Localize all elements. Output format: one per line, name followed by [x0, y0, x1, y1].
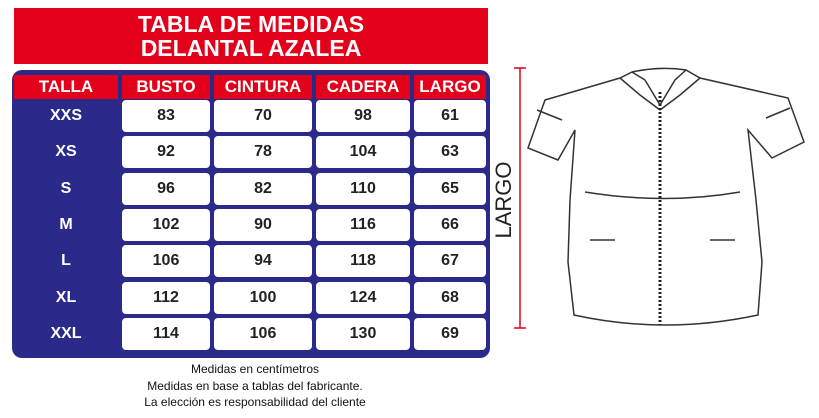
column-header: LARGO — [414, 75, 486, 99]
title-line: DELANTAL AZALEA — [140, 35, 362, 61]
sleeve-cuff — [536, 107, 791, 121]
size-label: XL — [55, 288, 77, 306]
table-cell: 116 — [316, 208, 410, 241]
table-cell: 96 — [122, 172, 210, 205]
table-cell: 94 — [214, 245, 312, 278]
table-cell: 66 — [414, 208, 486, 241]
size-label: S — [60, 179, 72, 197]
table-cell: 102 — [122, 208, 210, 241]
column-header: TALLA — [14, 75, 118, 99]
column-header: CADERA — [316, 75, 410, 99]
footnote: La elección es responsabilidad del clien… — [144, 395, 366, 409]
table-cell: 98 — [316, 100, 410, 132]
length-label: LARGO — [491, 161, 516, 238]
table-cell: 112 — [122, 281, 210, 314]
table-cell: 70 — [214, 100, 312, 132]
waist-seam — [584, 191, 741, 200]
table-cell: 104 — [316, 136, 410, 169]
table-cell: 100 — [214, 281, 312, 314]
table-cell: 65 — [414, 172, 486, 205]
table-cell: 82 — [214, 172, 312, 205]
size-label: M — [59, 215, 73, 233]
table-cell: 114 — [122, 317, 210, 350]
column-header: CINTURA — [214, 75, 312, 99]
table-cell: 124 — [316, 281, 410, 314]
collar — [631, 69, 687, 107]
table-cell: 106 — [122, 245, 210, 278]
title-line: TABLA DE MEDIDAS — [137, 11, 365, 37]
size-label: XXS — [49, 107, 82, 124]
table-cell: 130 — [316, 317, 410, 350]
table-cell: 118 — [316, 245, 410, 278]
size-label: XXL — [50, 324, 82, 342]
table-cell: 106 — [214, 317, 312, 350]
table-cell: 90 — [214, 208, 312, 241]
collar-inner — [619, 77, 701, 111]
footnote: Medidas en base a tablas del fabricante. — [147, 378, 363, 393]
size-label: L — [61, 252, 71, 270]
table-cell: 61 — [414, 100, 486, 132]
table-cell: 83 — [122, 100, 210, 132]
table-cell: 67 — [414, 245, 486, 278]
column-header: BUSTO — [122, 75, 210, 99]
table-cell: 69 — [414, 317, 486, 350]
table-cell: 68 — [414, 281, 486, 314]
size-label: XS — [55, 143, 77, 161]
footnote: Medidas en centímetros — [190, 362, 320, 376]
title-box: TABLA DE MEDIDAS DELANTAL AZALEA — [14, 8, 488, 64]
garment-outline — [527, 67, 805, 326]
table-cell: 92 — [122, 136, 210, 169]
table-cell: 78 — [214, 136, 312, 169]
table-cell: 63 — [414, 136, 486, 169]
table-cell: 110 — [316, 172, 410, 205]
garment-diagram: LARGO — [491, 67, 805, 329]
